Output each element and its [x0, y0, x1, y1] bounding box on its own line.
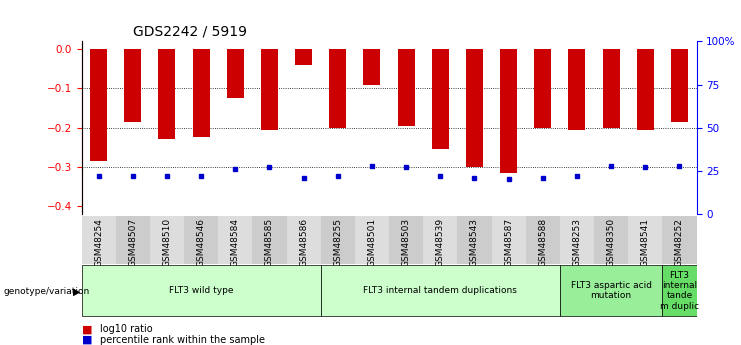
Text: GSM48584: GSM48584 [230, 218, 240, 267]
Bar [227, 49, 244, 98]
Text: FLT3 internal tandem duplications: FLT3 internal tandem duplications [363, 286, 517, 295]
FancyBboxPatch shape [218, 216, 253, 264]
Bar [500, 49, 517, 173]
Bar [90, 49, 107, 161]
FancyBboxPatch shape [116, 216, 150, 264]
Bar [534, 49, 551, 128]
Text: GSM48252: GSM48252 [675, 218, 684, 267]
Text: GSM48510: GSM48510 [162, 218, 171, 267]
Text: GSM48587: GSM48587 [504, 218, 513, 267]
Text: GSM48507: GSM48507 [128, 218, 137, 267]
Text: GSM48254: GSM48254 [94, 218, 103, 267]
FancyBboxPatch shape [662, 265, 697, 316]
Text: percentile rank within the sample: percentile rank within the sample [100, 335, 265, 345]
FancyBboxPatch shape [560, 216, 594, 264]
FancyBboxPatch shape [321, 216, 355, 264]
Text: GSM48501: GSM48501 [368, 218, 376, 267]
Text: FLT3 wild type: FLT3 wild type [169, 286, 233, 295]
FancyBboxPatch shape [287, 216, 321, 264]
FancyBboxPatch shape [389, 216, 423, 264]
FancyBboxPatch shape [560, 265, 662, 316]
FancyBboxPatch shape [82, 265, 321, 316]
Text: ■: ■ [82, 335, 92, 345]
Text: GSM48253: GSM48253 [573, 218, 582, 267]
Text: GSM48539: GSM48539 [436, 218, 445, 267]
FancyBboxPatch shape [253, 216, 287, 264]
FancyBboxPatch shape [321, 265, 560, 316]
FancyBboxPatch shape [628, 216, 662, 264]
Text: GSM48350: GSM48350 [607, 218, 616, 267]
Bar [602, 49, 619, 128]
Text: GSM48585: GSM48585 [265, 218, 274, 267]
Text: FLT3
internal
tande
m duplic: FLT3 internal tande m duplic [660, 270, 699, 311]
Bar [671, 49, 688, 122]
Bar [432, 49, 449, 149]
Text: genotype/variation: genotype/variation [4, 287, 90, 296]
FancyBboxPatch shape [184, 216, 218, 264]
Text: GSM48255: GSM48255 [333, 218, 342, 267]
Bar [159, 49, 176, 139]
Text: GSM48503: GSM48503 [402, 218, 411, 267]
Text: GSM48586: GSM48586 [299, 218, 308, 267]
Bar [193, 49, 210, 137]
FancyBboxPatch shape [423, 216, 457, 264]
FancyBboxPatch shape [662, 216, 697, 264]
Text: log10 ratio: log10 ratio [100, 325, 153, 334]
FancyBboxPatch shape [82, 216, 116, 264]
FancyBboxPatch shape [150, 216, 184, 264]
Bar [568, 49, 585, 130]
Bar [261, 49, 278, 130]
FancyBboxPatch shape [491, 216, 525, 264]
FancyBboxPatch shape [594, 216, 628, 264]
Text: GSM48546: GSM48546 [196, 218, 205, 267]
Bar [124, 49, 142, 122]
Bar [398, 49, 415, 126]
Text: ■: ■ [82, 325, 92, 334]
FancyBboxPatch shape [525, 216, 560, 264]
Text: GSM48588: GSM48588 [538, 218, 548, 267]
Text: GSM48543: GSM48543 [470, 218, 479, 267]
Bar [466, 49, 483, 167]
FancyBboxPatch shape [355, 216, 389, 264]
Text: GDS2242 / 5919: GDS2242 / 5919 [133, 24, 247, 38]
Text: ▶: ▶ [73, 287, 80, 296]
FancyBboxPatch shape [457, 216, 491, 264]
Bar [329, 49, 346, 128]
Bar [363, 49, 380, 85]
Text: FLT3 aspartic acid
mutation: FLT3 aspartic acid mutation [571, 281, 651, 300]
Text: GSM48541: GSM48541 [641, 218, 650, 267]
Bar [295, 49, 312, 65]
Bar [637, 49, 654, 130]
